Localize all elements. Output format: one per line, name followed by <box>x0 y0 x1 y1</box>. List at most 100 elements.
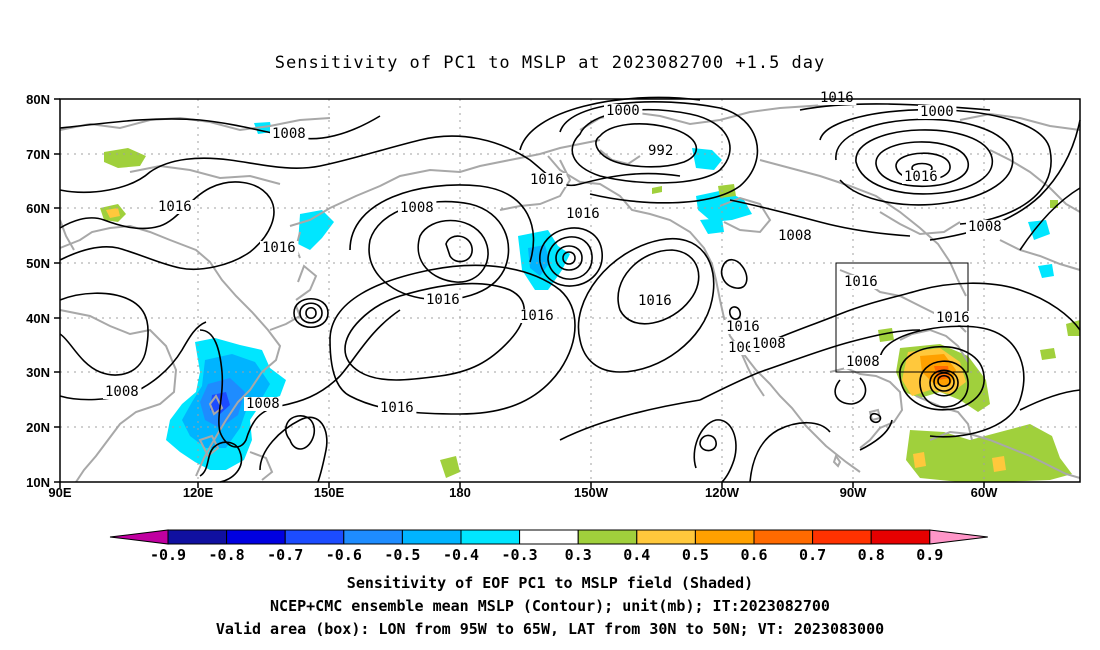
colorbar-swatch <box>577 529 638 545</box>
colorbar-label: -0.5 <box>384 546 420 564</box>
contour-label: 1016 <box>726 319 760 335</box>
contour-label: 1008 <box>968 219 1002 235</box>
lat-tick-label: 20N <box>26 420 50 435</box>
colorbar-label: 0.8 <box>858 546 885 564</box>
contour-label-bg <box>724 320 763 334</box>
colorbar: -0.9 -0.8 -0.7 -0.6 -0.5 -0.4 -0.3 0.3 0.4 0.5 0.6… <box>109 529 988 564</box>
colorbar-label: 0.9 <box>916 546 943 564</box>
colorbar-label: -0.4 <box>443 546 479 564</box>
contour-label-bg <box>528 173 567 187</box>
colorbar-swatch <box>401 529 462 545</box>
contour-label: 1016 <box>904 169 938 185</box>
colorbar-label: -0.9 <box>150 546 186 564</box>
contour-label: 1008 <box>778 228 812 244</box>
longitude-axis: 90E 120E 150E 180 150W 120W 90W 60W <box>48 482 998 500</box>
contour-label: 1016 <box>820 90 854 106</box>
contour-label-bg <box>604 104 643 118</box>
contour-label: 1008 <box>846 354 880 370</box>
lat-tick-label: 30N <box>26 365 50 380</box>
lat-tick-label: 40N <box>26 311 50 326</box>
contour-label-bg <box>378 401 417 415</box>
contour-label: 1008 <box>400 200 434 216</box>
contour-label: 1016 <box>844 274 878 290</box>
contour-label: 1016 <box>426 292 460 308</box>
contour-label-bg <box>270 127 309 141</box>
lon-tick-label: 150E <box>314 485 345 500</box>
contour-label: 1008 <box>105 384 139 400</box>
contour-label-bg <box>564 207 603 221</box>
colorbar-swatch <box>519 529 579 545</box>
lat-tick-label: 50N <box>26 256 50 271</box>
lat-tick-label: 10N <box>26 475 50 490</box>
contour-label: 992 <box>648 143 673 159</box>
contour-label-bg <box>646 144 676 158</box>
lon-tick-label: 180 <box>449 485 471 500</box>
colorbar-label: -0.6 <box>326 546 362 564</box>
contour-label-bg <box>518 309 557 323</box>
colorbar-swatch <box>636 529 696 545</box>
contour-label: 1016 <box>566 206 600 222</box>
lon-tick-label: 150W <box>574 485 609 500</box>
lat-tick-label: 80N <box>26 92 50 107</box>
contour-label: 1000 <box>606 103 640 119</box>
colorbar-swatch <box>694 529 755 545</box>
colorbar-swatch <box>343 529 403 545</box>
contour-label-bg <box>260 241 299 255</box>
lon-tick-label: 90E <box>48 485 71 500</box>
colorbar-swatch <box>870 529 931 545</box>
contour-label-bg <box>842 275 881 289</box>
figure-title: Sensitivity of PC1 to MSLP at 2023082700… <box>275 53 826 73</box>
lon-tick-label: 60W <box>971 485 998 500</box>
contour-label: 1016 <box>638 293 672 309</box>
contour-label-bg <box>636 294 675 308</box>
contour-label-bg <box>750 337 789 351</box>
contour-label-bg <box>244 397 283 411</box>
footer-line-2: NCEP+CMC ensemble mean MSLP (Contour); u… <box>270 597 830 615</box>
colorbar-label: 0.7 <box>799 546 826 564</box>
colorbar-label: -0.3 <box>502 546 538 564</box>
contour-label: 1000 <box>920 104 954 120</box>
colorbar-swatch <box>460 529 521 545</box>
colorbar-label: 0.3 <box>565 546 592 564</box>
colorbar-label: -0.7 <box>267 546 303 564</box>
contour-label: 1016 <box>936 310 970 326</box>
colorbar-swatch <box>284 529 345 545</box>
map-panel: 1008 1008 1016 1016 1008 1016 1016 1008 1000 1016… <box>59 90 1081 483</box>
contour-label-bg <box>844 355 883 369</box>
contour-label-bg <box>918 105 957 119</box>
colorbar-label: 0.6 <box>740 546 767 564</box>
colorbar-arrow-left <box>109 529 169 545</box>
contour-label-bg <box>902 170 941 184</box>
lat-tick-label: 60N <box>26 201 50 216</box>
lon-tick-label: 90W <box>840 485 867 500</box>
contour-label-bg <box>424 293 463 307</box>
contour-label-bg <box>776 229 815 243</box>
lat-tick-label: 70N <box>26 147 50 162</box>
colorbar-swatch <box>167 529 228 545</box>
colorbar-swatch <box>226 529 286 545</box>
contour-labels: 1008 1008 1016 1016 1008 1016 1016 1008 1000 1016… <box>103 90 1005 416</box>
colorbar-swatch <box>812 529 872 545</box>
latitude-axis: 80N 70N 60N 50N 40N 30N 20N 10N <box>26 92 60 490</box>
colorbar-swatch <box>753 529 814 545</box>
contour-label-bg <box>156 200 195 214</box>
footer-line-3: Valid area (box): LON from 95W to 65W, L… <box>216 620 884 638</box>
footer-line-1: Sensitivity of EOF PC1 to MSLP field (Sh… <box>347 574 753 592</box>
colorbar-arrow-right <box>929 529 988 545</box>
colorbar-label: 0.5 <box>682 546 709 564</box>
contour-label-bg <box>966 220 1005 234</box>
contour-label-bg <box>398 201 437 215</box>
contour-label: 1008 <box>246 396 280 412</box>
contour-label: 1016 <box>520 308 554 324</box>
contour-label: 1016 <box>380 400 414 416</box>
contour-label: 1008 <box>272 126 306 142</box>
contour-label-bg <box>103 385 142 399</box>
colorbar-label: -0.8 <box>209 546 245 564</box>
contour-label: 1016 <box>262 240 296 256</box>
contour-label-bg <box>818 91 857 105</box>
lon-tick-label: 120E <box>183 485 214 500</box>
lon-tick-label: 120W <box>705 485 740 500</box>
contour-label: 1016 <box>158 199 192 215</box>
colorbar-label: 0.4 <box>623 546 650 564</box>
